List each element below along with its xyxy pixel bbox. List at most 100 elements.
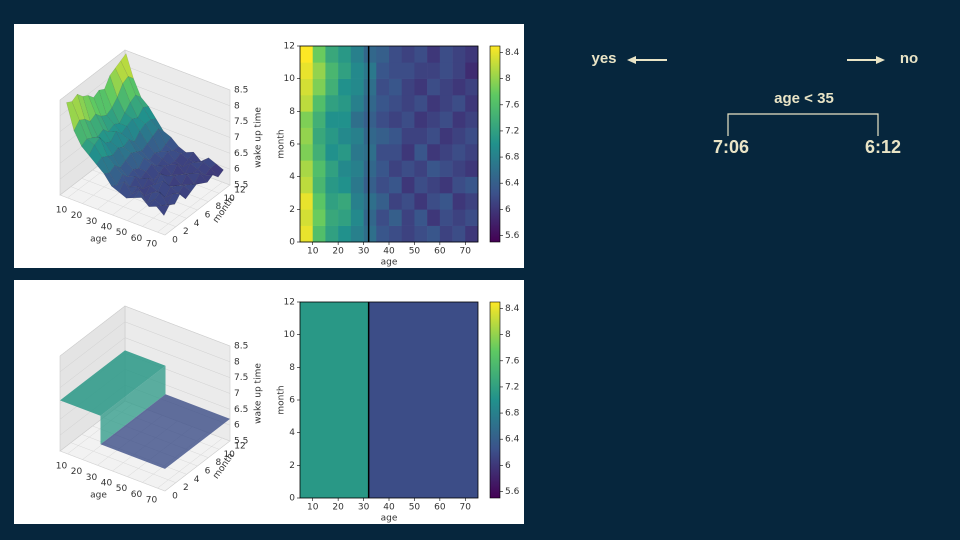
heatmap-cell [401, 160, 415, 177]
y-tick-label: 10 [284, 74, 296, 84]
heatmap-cell [338, 193, 352, 210]
heatmap-cell [465, 225, 479, 243]
colorbar-tick-label: 8.4 [505, 304, 520, 314]
heatmap-cell [338, 111, 352, 128]
z-axis-label: wake up time [254, 363, 264, 424]
heatmap-cell [439, 225, 453, 243]
heatmap-cell [465, 193, 479, 210]
heatmap-cell [363, 209, 377, 226]
heatmap-cell [363, 144, 377, 161]
x-tick-label: 60 [131, 490, 143, 500]
heatmap-cell [363, 193, 377, 210]
heatmap-cell [401, 225, 415, 243]
heatmap-cell [312, 95, 326, 112]
heatmap-cell [401, 176, 415, 194]
heatmap-cell [325, 225, 339, 243]
heatmap-cell [363, 176, 377, 194]
heatmap-cell [325, 193, 339, 210]
heatmap-cell [439, 176, 453, 194]
y-grid-line [70, 186, 176, 227]
heatmap-cell [414, 144, 428, 161]
y-tick-label: 2 [183, 227, 189, 237]
x-tick-label: 40 [383, 503, 395, 513]
arrowhead-left [627, 56, 636, 64]
heatmap-cell [414, 111, 428, 128]
x-axis-label: age [381, 258, 398, 268]
y-tick-label: 4 [289, 172, 295, 182]
split-bracket [727, 113, 879, 136]
heatmap-cell [300, 111, 314, 128]
heatmap-cell [427, 127, 441, 145]
heatmap-cell [338, 127, 352, 145]
heatmap-cell [338, 144, 352, 161]
heatmap-cell [465, 160, 479, 177]
heatmap-cell [350, 209, 364, 226]
colorbar [489, 45, 501, 243]
colorbar-tick-label: 6.4 [505, 435, 520, 445]
x-tick-label: 50 [116, 228, 128, 238]
heatmap-cell [401, 193, 415, 210]
heatmap-cell [465, 144, 479, 161]
heatmap-cell [465, 111, 479, 128]
x-axis-label: age [90, 491, 107, 501]
heatmap-cell [414, 127, 428, 145]
heatmap-cell [389, 127, 403, 145]
heatmap-cell [427, 111, 441, 128]
heatmap-cell [414, 78, 428, 96]
heatmap-cell [363, 95, 377, 112]
heatmap-cell [376, 62, 390, 79]
heatmap-cell [465, 46, 479, 63]
y-tick-label: 8 [289, 107, 295, 117]
heatmap-cell [350, 95, 364, 112]
z-tick-label: 8.5 [234, 342, 248, 352]
y-grid-line [81, 178, 187, 219]
heatmap-cell [376, 78, 390, 96]
x-tick-label: 60 [434, 247, 446, 257]
heatmap-cell [350, 193, 364, 210]
x-tick-label: 20 [332, 503, 344, 513]
no-label: no [900, 50, 918, 67]
heatmap-cell [376, 193, 390, 210]
heatmap-cell [325, 46, 339, 63]
y-tick-label: 6 [205, 467, 211, 477]
heatmap-cell [439, 144, 453, 161]
surface-facet [156, 204, 170, 216]
z-grid-line [59, 49, 231, 101]
x-tick-label: 60 [131, 234, 143, 244]
heatmap-cell [312, 225, 326, 243]
heatmap-cell [389, 111, 403, 128]
decision-tree: yes no age < 35 7:06 6:12 [591, 50, 918, 157]
heatmap-cell [427, 144, 441, 161]
heatmap-cell [312, 111, 326, 128]
heatmap-cell [439, 46, 453, 63]
arrowhead-right [876, 56, 885, 64]
y-tick-label: 0 [172, 492, 178, 502]
y-tick-label: 12 [234, 186, 245, 196]
y-tick-label: 12 [284, 298, 295, 308]
heatmap-cell [312, 127, 326, 145]
z-tick-label: 7.5 [234, 373, 248, 383]
heatmap-cell [376, 160, 390, 177]
x-tick-label: 50 [409, 247, 421, 257]
heatmap-cell [350, 144, 364, 161]
x-tick-label: 60 [434, 503, 446, 513]
heatmap-cell [350, 127, 364, 145]
heatmap-cell [376, 209, 390, 226]
heatmap-cell [363, 111, 377, 128]
heatmap-cell [338, 176, 352, 194]
heatmap-cell [389, 78, 403, 96]
heatmap-cell [427, 62, 441, 79]
heatmap-cell [414, 225, 428, 243]
heatmap-cell [427, 209, 441, 226]
heatmap-cell [350, 176, 364, 194]
heatmap-cell [452, 78, 466, 96]
heatmap-cell [312, 209, 326, 226]
colorbar-tick-label: 7.6 [505, 100, 520, 110]
x-tick-label: 10 [56, 205, 68, 215]
heatmap-cell [325, 176, 339, 194]
heatmap-cell [376, 144, 390, 161]
heatmap-cell [338, 62, 352, 79]
z-tick-label: 6.5 [234, 405, 248, 415]
y-tick-label: 4 [194, 475, 200, 485]
